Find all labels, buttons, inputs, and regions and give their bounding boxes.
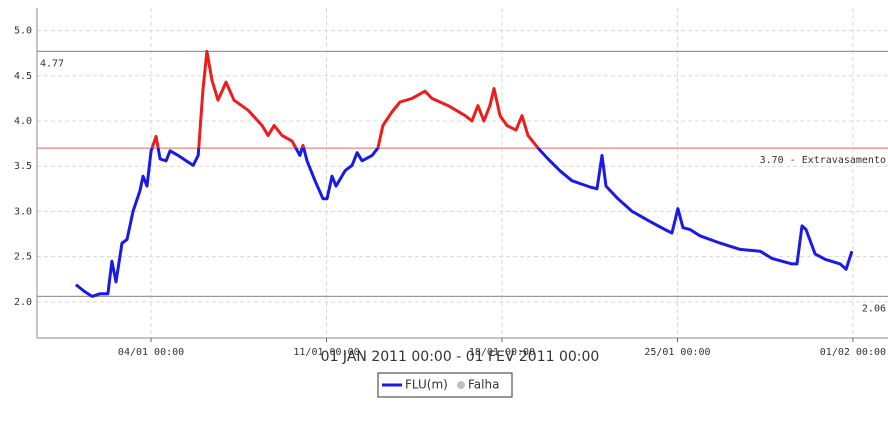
reference-label: 2.06: [862, 303, 886, 314]
chart-subtitle: 01 JAN 2011 00:00 - 01 FEV 2011 00:00: [321, 349, 600, 365]
x-tick-label: 01/02 00:00: [820, 347, 886, 358]
y-tick-label: 4.0: [14, 116, 32, 127]
reference-label: 4.77: [40, 58, 64, 69]
legend-label: Falha: [468, 378, 499, 392]
x-tick-label: 11/01 00:00: [293, 347, 359, 358]
reference-label: 3.70 - Extravasamento: [760, 155, 886, 166]
y-tick-label: 5.0: [14, 26, 32, 37]
data-line: [74, 49, 854, 298]
legend-swatch: [457, 381, 465, 389]
x-tick-label: 04/01 00:00: [118, 347, 184, 358]
y-tick-label: 2.5: [14, 252, 32, 263]
x-tick-label: 18/01 00:00: [469, 347, 535, 358]
legend-label: FLU(m): [405, 378, 448, 392]
y-tick-label: 3.5: [14, 161, 32, 172]
y-tick-label: 4.5: [14, 71, 32, 82]
y-tick-label: 2.0: [14, 297, 32, 308]
x-tick-label: 25/01 00:00: [644, 347, 710, 358]
y-tick-label: 3.0: [14, 206, 32, 217]
